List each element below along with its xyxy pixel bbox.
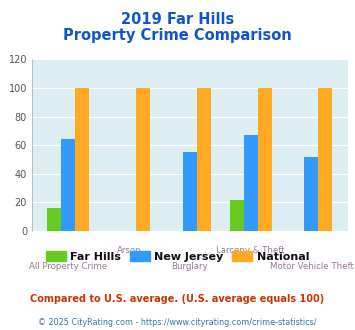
Bar [136, 88, 150, 231]
Bar [197, 88, 211, 231]
Text: Arson: Arson [117, 247, 142, 255]
Bar [230, 200, 244, 231]
Bar [244, 135, 258, 231]
Text: 2019 Far Hills: 2019 Far Hills [121, 12, 234, 26]
Bar [75, 88, 89, 231]
Text: Property Crime Comparison: Property Crime Comparison [63, 28, 292, 43]
Text: Motor Vehicle Theft: Motor Vehicle Theft [269, 262, 353, 271]
Bar [305, 157, 318, 231]
Bar [183, 152, 197, 231]
Text: Compared to U.S. average. (U.S. average equals 100): Compared to U.S. average. (U.S. average … [31, 294, 324, 304]
Text: All Property Crime: All Property Crime [29, 262, 108, 271]
Bar [61, 140, 75, 231]
Bar [258, 88, 272, 231]
Bar [318, 88, 332, 231]
Text: Burglary: Burglary [171, 262, 208, 271]
Legend: Far Hills, New Jersey, National: Far Hills, New Jersey, National [41, 247, 314, 267]
Text: Larceny & Theft: Larceny & Theft [216, 247, 285, 255]
Bar [48, 208, 61, 231]
Text: © 2025 CityRating.com - https://www.cityrating.com/crime-statistics/: © 2025 CityRating.com - https://www.city… [38, 318, 317, 327]
